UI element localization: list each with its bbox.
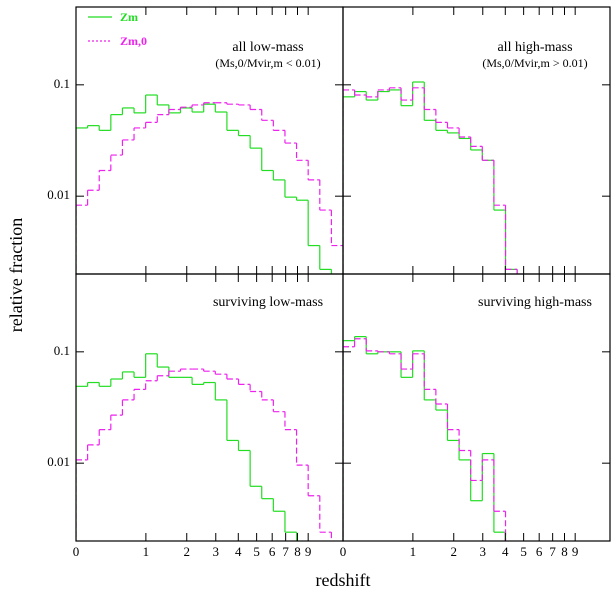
x-tick-label: 6 bbox=[269, 544, 276, 559]
y-tick-label: 0.1 bbox=[54, 343, 70, 358]
x-axis-label: redshift bbox=[316, 570, 371, 590]
y-axis-label: relative fraction bbox=[6, 218, 26, 332]
x-tick-label: 3 bbox=[213, 544, 220, 559]
panel bbox=[76, 94, 343, 274]
x-tick-label: 0 bbox=[73, 544, 80, 559]
legend-label: Zm,0 bbox=[120, 34, 147, 48]
annotation: all high-mass bbox=[497, 40, 572, 55]
y-tick-label: 0.01 bbox=[47, 187, 70, 202]
x-tick-label: 2 bbox=[450, 544, 457, 559]
x-tick-label: 4 bbox=[235, 544, 242, 559]
panel bbox=[343, 336, 507, 541]
annotation: surviving low-mass bbox=[213, 295, 323, 310]
annotation: (Ms,0/Mvir,m > 0.01) bbox=[482, 56, 587, 70]
x-tick-label: 6 bbox=[536, 544, 543, 559]
annotation: surviving high-mass bbox=[478, 295, 592, 310]
x-tick-label: 7 bbox=[549, 544, 556, 559]
x-tick-label: 1 bbox=[410, 544, 417, 559]
x-tick-label: 3 bbox=[480, 544, 487, 559]
x-tick-label: 8 bbox=[294, 544, 301, 559]
x-tick-label: 4 bbox=[502, 544, 509, 559]
panel bbox=[343, 81, 518, 274]
annotation: all low-mass bbox=[232, 40, 303, 55]
annotation: (Ms,0/Mvir,m < 0.01) bbox=[215, 56, 320, 70]
x-tick-label: 0 bbox=[340, 544, 347, 559]
x-tick-label: 9 bbox=[572, 544, 579, 559]
frame bbox=[342, 273, 611, 542]
x-tick-label: 7 bbox=[282, 544, 289, 559]
y-tick-label: 0.01 bbox=[47, 454, 70, 469]
y-tick-label: 0.1 bbox=[54, 76, 70, 91]
x-tick-label: 9 bbox=[305, 544, 312, 559]
frame bbox=[75, 273, 344, 542]
legend-label: Zm bbox=[120, 10, 138, 24]
panel bbox=[76, 353, 332, 541]
x-tick-label: 1 bbox=[143, 544, 150, 559]
x-tick-label: 5 bbox=[520, 544, 527, 559]
x-tick-label: 5 bbox=[253, 544, 260, 559]
x-tick-label: 2 bbox=[183, 544, 190, 559]
x-tick-label: 8 bbox=[561, 544, 568, 559]
